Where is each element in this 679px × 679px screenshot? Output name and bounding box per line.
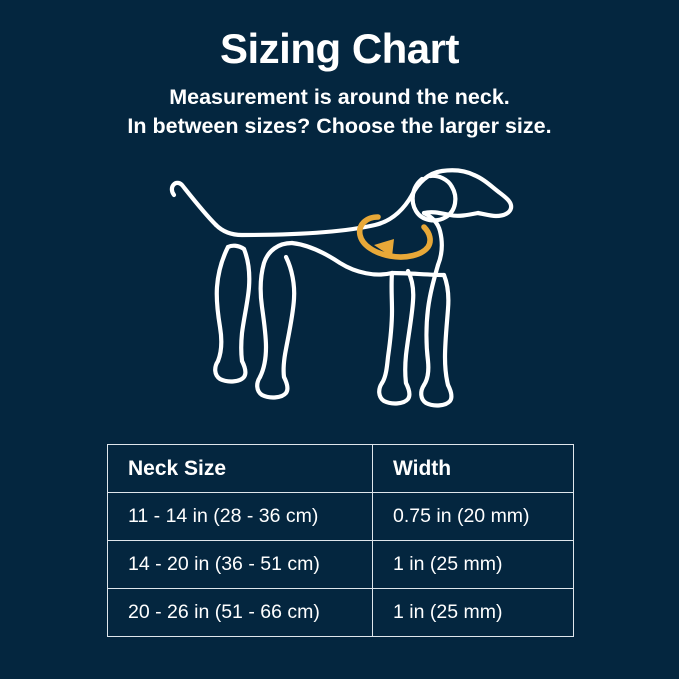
cell-neck-size: 20 - 26 in (51 - 66 cm) <box>107 588 373 637</box>
cell-neck-size: 14 - 20 in (36 - 51 cm) <box>107 540 373 589</box>
page-title: Sizing Chart <box>219 25 460 72</box>
cell-neck-size: 11 - 14 in (28 - 36 cm) <box>107 492 373 541</box>
cell-width: 1 in (25 mm) <box>372 588 574 637</box>
header: Sizing Chart Measurement is around the n… <box>0 0 679 140</box>
table-row: 11 - 14 in (28 - 36 cm) 0.75 in (20 mm) <box>107 492 574 541</box>
subtitle-line-2: In between sizes? Choose the larger size… <box>127 113 552 138</box>
dog-side-profile-outline-icon <box>169 168 513 408</box>
dog-illustration <box>0 165 679 435</box>
table-header-row: Neck Size Width <box>107 444 574 493</box>
cell-width: 0.75 in (20 mm) <box>372 492 574 541</box>
table-row: 20 - 26 in (51 - 66 cm) 1 in (25 mm) <box>107 588 574 637</box>
neck-measure-arrow-icon <box>356 214 433 260</box>
table-row: 14 - 20 in (36 - 51 cm) 1 in (25 mm) <box>107 540 574 589</box>
sizing-table: Neck Size Width 11 - 14 in (28 - 36 cm) … <box>107 444 574 637</box>
subtitle: Measurement is around the neck. In betwe… <box>0 71 679 140</box>
measure-arrowhead-icon <box>373 239 394 257</box>
cell-width: 1 in (25 mm) <box>372 540 574 589</box>
column-header-width: Width <box>372 444 574 493</box>
subtitle-line-1: Measurement is around the neck. <box>169 85 510 110</box>
column-header-neck-size: Neck Size <box>107 444 373 493</box>
sizing-table-container: Neck Size Width 11 - 14 in (28 - 36 cm) … <box>107 444 574 637</box>
